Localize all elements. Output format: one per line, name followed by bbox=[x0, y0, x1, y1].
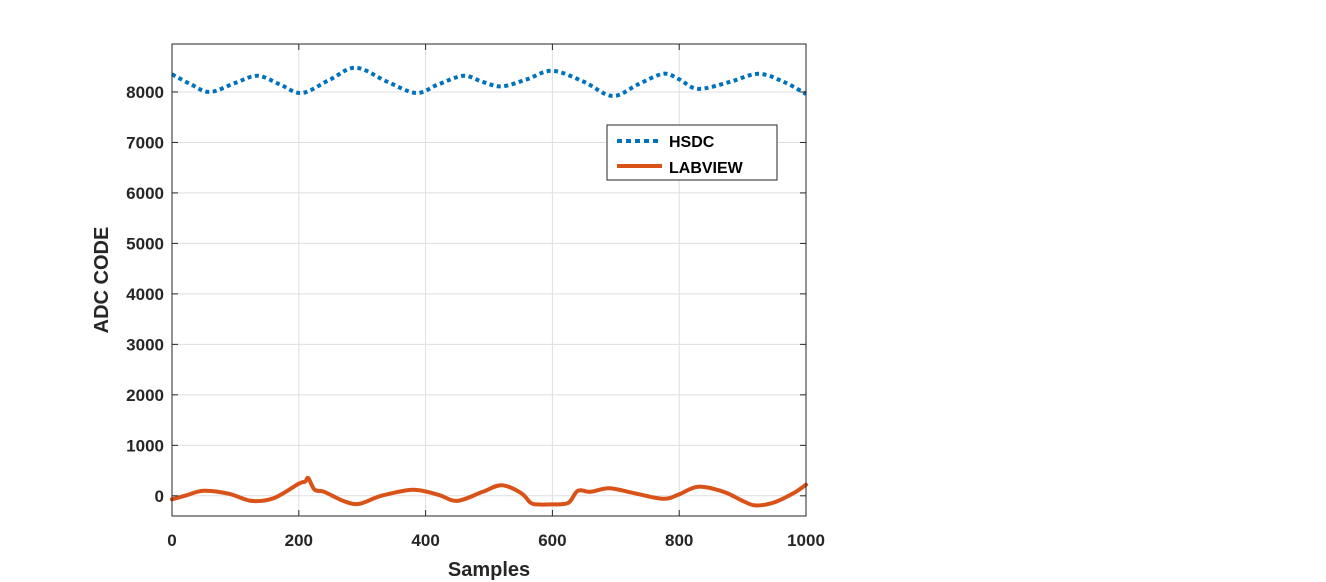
x-tick-labels: 0 200 400 600 800 1000 bbox=[167, 531, 825, 550]
y-tick-label: 2000 bbox=[126, 386, 164, 405]
legend[interactable]: HSDC LABVIEW bbox=[606, 124, 778, 181]
x-axis-label: Samples bbox=[448, 559, 530, 581]
y-tick-label: 6000 bbox=[126, 184, 164, 203]
x-tick-label: 200 bbox=[285, 531, 313, 550]
x-tick-label: 600 bbox=[538, 531, 566, 550]
x-tick-label: 1000 bbox=[787, 531, 825, 550]
plot-area bbox=[170, 43, 808, 517]
axes-background bbox=[172, 44, 806, 516]
x-tick-label: 0 bbox=[167, 531, 176, 550]
y-tick-label: 7000 bbox=[126, 133, 164, 152]
series-hsdc bbox=[171, 65, 807, 98]
legend-box bbox=[606, 124, 778, 181]
y-tick-label: 0 bbox=[155, 487, 164, 506]
y-tick-labels: 0 1000 2000 3000 4000 5000 6000 7000 8000 bbox=[126, 83, 164, 506]
tick-marks bbox=[171, 44, 807, 516]
y-tick-label: 5000 bbox=[126, 234, 164, 253]
series-layer bbox=[170, 65, 808, 508]
axes-box bbox=[171, 43, 807, 517]
legend-label-labview: LABVIEW bbox=[669, 160, 744, 177]
y-tick-label: 1000 bbox=[126, 436, 164, 455]
x-tick-label: 400 bbox=[411, 531, 439, 550]
series-labview bbox=[170, 475, 808, 508]
y-tick-label: 4000 bbox=[126, 285, 164, 304]
y-tick-label: 8000 bbox=[126, 83, 164, 102]
y-tick-label: 3000 bbox=[126, 335, 164, 354]
legend-label-hsdc: HSDC bbox=[669, 134, 715, 151]
y-axis-label: ADC CODE bbox=[91, 227, 113, 334]
x-tick-label: 800 bbox=[665, 531, 693, 550]
